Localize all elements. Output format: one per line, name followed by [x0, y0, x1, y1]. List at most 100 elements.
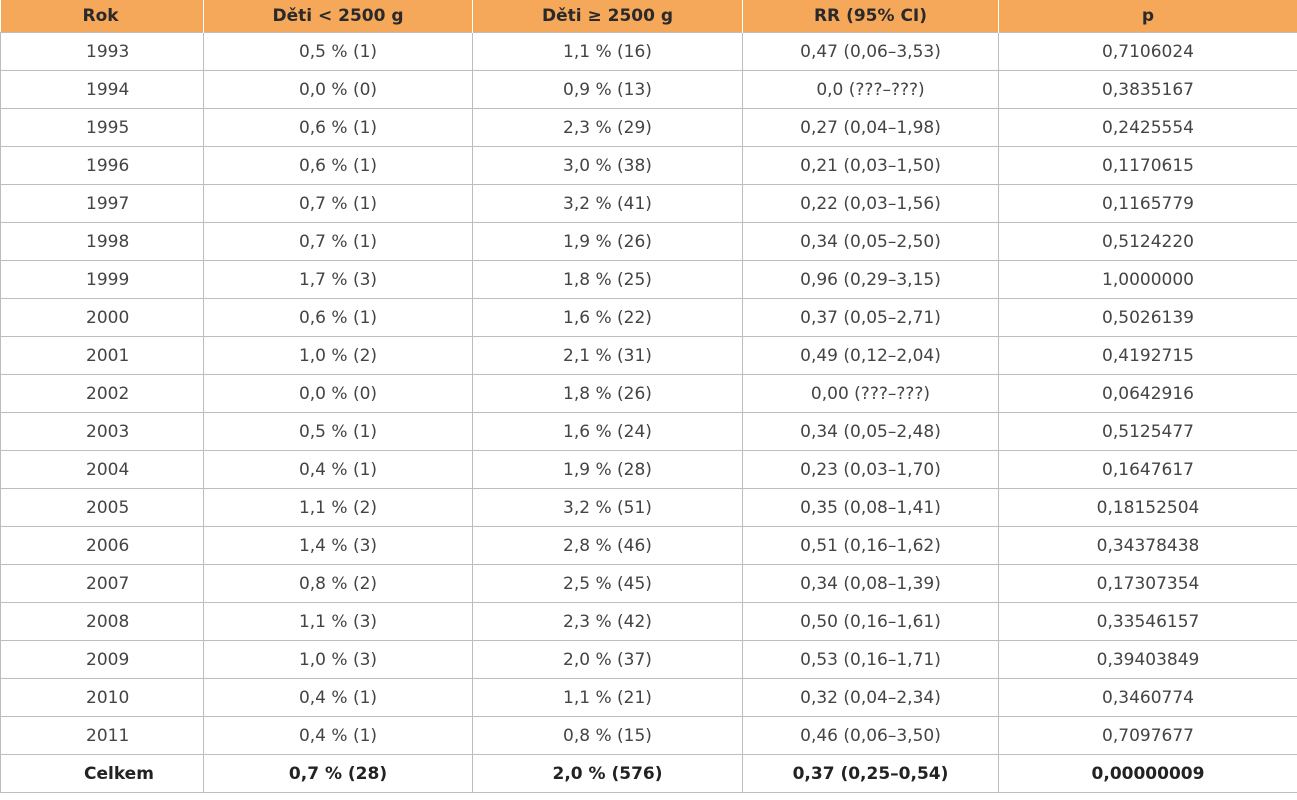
cell-deti-over-2500: 0,9 % (13): [472, 70, 743, 109]
cell-deti-over-2500: 2,5 % (45): [472, 564, 743, 603]
cell-year: 2011: [0, 716, 204, 755]
cell-p: 0,34378438: [998, 526, 1297, 565]
total-deti-under-2500: 0,7 % (28): [203, 754, 473, 793]
cell-p: 0,7097677: [998, 716, 1297, 755]
cell-p: 0,3460774: [998, 678, 1297, 717]
cell-deti-under-2500: 1,1 % (3): [203, 602, 473, 641]
cell-year: 2008: [0, 602, 204, 641]
cell-year: 2003: [0, 412, 204, 451]
cell-deti-under-2500: 0,7 % (1): [203, 184, 473, 223]
table-row: 1997 0,7 % (1) 3,2 % (41) 0,22 (0,03–1,56) 0…: [0, 184, 1297, 223]
table-row: 2011 0,4 % (1) 0,8 % (15) 0,46 (0,06–3,50) 0…: [0, 716, 1297, 755]
cell-p: 0,5124220: [998, 222, 1297, 261]
cell-year: 1999: [0, 260, 204, 299]
cell-p: 0,7106024: [998, 32, 1297, 71]
cell-deti-under-2500: 0,7 % (1): [203, 222, 473, 261]
cell-year: 1993: [0, 32, 204, 71]
cell-rr: 0,37 (0,05–2,71): [742, 298, 999, 337]
header-rr: RR (95% CI): [742, 0, 999, 33]
cell-p: 1,0000000: [998, 260, 1297, 299]
cell-deti-over-2500: 1,1 % (16): [472, 32, 743, 71]
cell-deti-under-2500: 0,6 % (1): [203, 108, 473, 147]
cell-p: 0,5125477: [998, 412, 1297, 451]
cell-rr: 0,00 (???–???): [742, 374, 999, 413]
cell-deti-over-2500: 1,6 % (24): [472, 412, 743, 451]
header-deti-over-2500: Děti ≥ 2500 g: [472, 0, 743, 33]
cell-deti-under-2500: 0,6 % (1): [203, 146, 473, 185]
table-row: 1994 0,0 % (0) 0,9 % (13) 0,0 (???–???) 0,38…: [0, 70, 1297, 109]
table-row: 2000 0,6 % (1) 1,6 % (22) 0,37 (0,05–2,71) 0…: [0, 298, 1297, 337]
cell-deti-over-2500: 2,8 % (46): [472, 526, 743, 565]
table-row: 2002 0,0 % (0) 1,8 % (26) 0,00 (???–???) 0,0…: [0, 374, 1297, 413]
cell-deti-under-2500: 0,4 % (1): [203, 450, 473, 489]
cell-deti-over-2500: 1,6 % (22): [472, 298, 743, 337]
cell-deti-under-2500: 0,4 % (1): [203, 678, 473, 717]
cell-rr: 0,47 (0,06–3,53): [742, 32, 999, 71]
cell-p: 0,2425554: [998, 108, 1297, 147]
cell-p: 0,17307354: [998, 564, 1297, 603]
cell-rr: 0,32 (0,04–2,34): [742, 678, 999, 717]
cell-year: 2001: [0, 336, 204, 375]
cell-year: 1997: [0, 184, 204, 223]
cell-deti-under-2500: 1,0 % (2): [203, 336, 473, 375]
cell-p: 0,5026139: [998, 298, 1297, 337]
cell-deti-over-2500: 2,0 % (37): [472, 640, 743, 679]
cell-deti-over-2500: 1,1 % (21): [472, 678, 743, 717]
table-row: 2006 1,4 % (3) 2,8 % (46) 0,51 (0,16–1,62) 0…: [0, 526, 1297, 565]
cell-p: 0,4192715: [998, 336, 1297, 375]
cell-deti-under-2500: 0,0 % (0): [203, 70, 473, 109]
cell-rr: 0,53 (0,16–1,71): [742, 640, 999, 679]
cell-deti-over-2500: 1,9 % (26): [472, 222, 743, 261]
cell-year: 2009: [0, 640, 204, 679]
cell-deti-under-2500: 1,0 % (3): [203, 640, 473, 679]
cell-year: 1996: [0, 146, 204, 185]
cell-deti-under-2500: 1,4 % (3): [203, 526, 473, 565]
cell-deti-over-2500: 3,2 % (41): [472, 184, 743, 223]
cell-rr: 0,51 (0,16–1,62): [742, 526, 999, 565]
total-row: Celkem 0,7 % (28) 2,0 % (576) 0,37 (0,25–0,…: [0, 754, 1297, 793]
table-row: 2003 0,5 % (1) 1,6 % (24) 0,34 (0,05–2,48) 0…: [0, 412, 1297, 451]
cell-year: 1998: [0, 222, 204, 261]
cell-deti-over-2500: 1,8 % (26): [472, 374, 743, 413]
cell-rr: 0,34 (0,05–2,48): [742, 412, 999, 451]
cell-rr: 0,34 (0,05–2,50): [742, 222, 999, 261]
cell-deti-over-2500: 1,9 % (28): [472, 450, 743, 489]
table-header: Rok Děti < 2500 g Děti ≥ 2500 g RR (95% …: [0, 0, 1297, 33]
cell-deti-under-2500: 1,1 % (2): [203, 488, 473, 527]
cell-deti-under-2500: 0,4 % (1): [203, 716, 473, 755]
cell-deti-under-2500: 0,5 % (1): [203, 32, 473, 71]
cell-deti-under-2500: 0,8 % (2): [203, 564, 473, 603]
cell-deti-over-2500: 0,8 % (15): [472, 716, 743, 755]
cell-deti-under-2500: 0,0 % (0): [203, 374, 473, 413]
cell-p: 0,3835167: [998, 70, 1297, 109]
cell-deti-over-2500: 2,3 % (29): [472, 108, 743, 147]
cell-p: 0,33546157: [998, 602, 1297, 641]
cell-deti-over-2500: 2,1 % (31): [472, 336, 743, 375]
cell-rr: 0,23 (0,03–1,70): [742, 450, 999, 489]
header-row: Rok Děti < 2500 g Děti ≥ 2500 g RR (95% …: [0, 0, 1297, 33]
total-label: Celkem: [0, 754, 204, 793]
cell-deti-under-2500: 1,7 % (3): [203, 260, 473, 299]
table-row: 2004 0,4 % (1) 1,9 % (28) 0,23 (0,03–1,70) 0…: [0, 450, 1297, 489]
cell-year: 2005: [0, 488, 204, 527]
cell-rr: 0,35 (0,08–1,41): [742, 488, 999, 527]
cell-year: 1994: [0, 70, 204, 109]
table-row: 2007 0,8 % (2) 2,5 % (45) 0,34 (0,08–1,39) 0…: [0, 564, 1297, 603]
header-deti-under-2500: Děti < 2500 g: [203, 0, 473, 33]
total-rr: 0,37 (0,25–0,54): [742, 754, 999, 793]
cell-deti-under-2500: 0,6 % (1): [203, 298, 473, 337]
cell-rr: 0,50 (0,16–1,61): [742, 602, 999, 641]
cell-year: 2004: [0, 450, 204, 489]
table-row: 2005 1,1 % (2) 3,2 % (51) 0,35 (0,08–1,41) 0…: [0, 488, 1297, 527]
cell-p: 0,1165779: [998, 184, 1297, 223]
cell-year: 2000: [0, 298, 204, 337]
cell-rr: 0,21 (0,03–1,50): [742, 146, 999, 185]
cell-deti-over-2500: 3,0 % (38): [472, 146, 743, 185]
table-row: 1998 0,7 % (1) 1,9 % (26) 0,34 (0,05–2,50) 0…: [0, 222, 1297, 261]
cell-rr: 0,49 (0,12–2,04): [742, 336, 999, 375]
table-row: 2010 0,4 % (1) 1,1 % (21) 0,32 (0,04–2,34) 0…: [0, 678, 1297, 717]
cell-p: 0,1647617: [998, 450, 1297, 489]
cell-rr: 0,22 (0,03–1,56): [742, 184, 999, 223]
table-row: 1993 0,5 % (1) 1,1 % (16) 0,47 (0,06–3,53) 0…: [0, 32, 1297, 71]
table-row: 2001 1,0 % (2) 2,1 % (31) 0,49 (0,12–2,04) 0…: [0, 336, 1297, 375]
